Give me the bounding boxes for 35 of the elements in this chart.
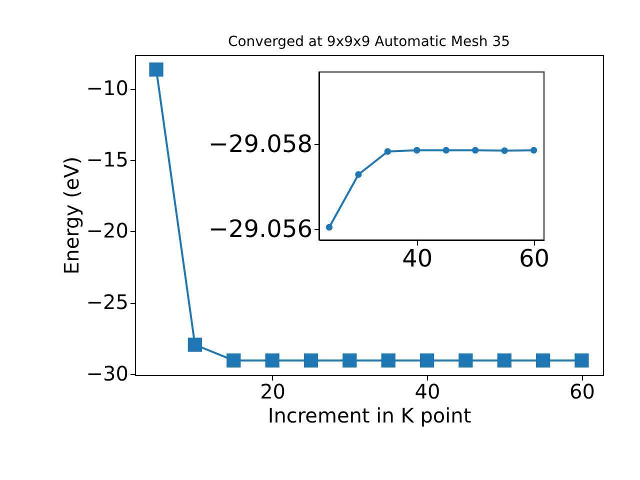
point <box>381 353 396 368</box>
y-tick-label: −20 <box>86 218 128 243</box>
x-tick-label: 60 <box>570 380 595 404</box>
y-tick-label: −29.056 <box>208 214 312 243</box>
x-tick-label: 40 <box>414 380 440 404</box>
x-tick-label: 20 <box>260 380 286 404</box>
point <box>355 171 362 178</box>
point <box>442 146 450 154</box>
point <box>414 146 420 154</box>
point <box>472 146 479 154</box>
point <box>265 353 280 368</box>
y-axis-title: Energy (eV) <box>59 156 84 274</box>
point <box>574 353 589 368</box>
point <box>458 353 473 368</box>
point <box>497 353 512 368</box>
y-tick-label: −10 <box>86 76 128 100</box>
point <box>326 224 333 231</box>
point <box>501 147 508 154</box>
chart-title: Converged at 9x9x9 Automatic Mesh 35 <box>228 34 510 50</box>
point <box>384 148 392 155</box>
y-tick-label: −29.058 <box>208 130 312 158</box>
x-tick-label: 60 <box>519 244 550 272</box>
point <box>536 353 550 368</box>
point <box>304 353 318 368</box>
y-tick-label: −15 <box>86 147 128 172</box>
point <box>149 62 164 77</box>
point <box>188 338 202 352</box>
x-tick-label: 40 <box>402 244 433 272</box>
y-tick-label: −25 <box>86 290 128 314</box>
point <box>530 146 538 154</box>
point <box>342 353 357 368</box>
point <box>420 353 434 368</box>
y-tick-label: −30 <box>86 361 128 386</box>
point <box>226 353 241 368</box>
x-axis-title: Increment in K point <box>268 404 472 428</box>
